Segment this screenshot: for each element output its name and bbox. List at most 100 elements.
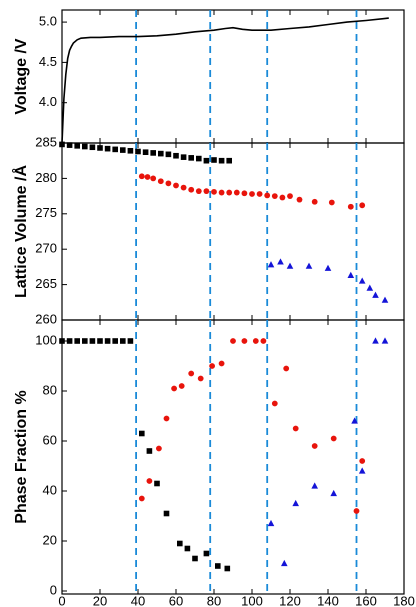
data-point [271,193,278,200]
data-point [330,489,337,497]
y-tick-label: 260 [35,311,57,326]
x-tick-label: 160 [355,593,377,607]
data-point [286,262,294,269]
data-point [305,262,313,269]
x-tick-label: 80 [207,593,221,607]
data-point [97,145,103,151]
y-tick-label: 280 [35,170,57,185]
y-axis-title: Phase Fraction % [13,390,30,523]
data-point [311,443,318,449]
y-tick-label: 4.0 [39,94,57,109]
data-point [138,495,145,502]
data-point [188,155,194,161]
data-point [196,155,202,162]
data-point [127,338,134,344]
data-point [311,198,318,205]
data-point [59,141,65,148]
x-tick-label: 60 [169,593,183,607]
y-tick-label: 100 [35,332,57,347]
data-point [203,157,210,164]
x-tick-label: 120 [279,593,301,607]
data-point [135,148,141,155]
x-tick-label: 20 [93,593,107,607]
data-point [165,180,172,187]
y-tick-label: 265 [35,276,57,291]
data-point [287,193,293,200]
y-tick-label: 40 [43,482,57,497]
data-point [264,192,271,199]
data-point [324,264,332,271]
y-axis-title: Voltage /V [13,38,30,114]
y-tick-label: 285 [35,134,57,149]
data-point [281,559,288,567]
data-point [150,175,157,182]
x-tick-label: 40 [131,593,145,607]
x-tick-label: 180 [393,593,415,607]
data-point [381,296,389,303]
data-point [120,147,126,153]
data-line [61,17,389,144]
data-point [267,519,275,527]
data-point [277,258,284,265]
data-point [267,261,275,268]
data-point [279,194,286,201]
data-point [296,196,303,203]
data-point [353,508,360,514]
data-point [203,188,210,195]
data-point [283,365,290,372]
data-point [328,199,335,206]
data-point [211,157,217,163]
data-point [178,383,185,389]
data-point [188,370,195,377]
data-point [112,146,118,153]
data-point [127,147,134,154]
data-point [89,338,96,344]
data-point [163,510,170,517]
data-point [157,178,164,185]
data-point [188,186,195,193]
plot-frame [61,9,405,144]
data-point [158,150,164,157]
data-point [215,563,221,569]
data-point [311,482,318,489]
data-point [203,550,210,557]
y-tick-label: 5.0 [39,14,57,29]
y-tick-label: 270 [35,241,57,256]
data-point [347,271,355,278]
data-point [230,338,236,344]
x-tick-label: 140 [317,593,339,607]
data-point [330,435,337,442]
data-point [156,445,162,452]
data-point [184,545,191,552]
data-point [241,190,248,197]
data-point [165,151,172,158]
data-point [192,555,198,562]
data-point [154,480,160,487]
y-tick-label: 80 [43,382,57,397]
data-point [97,338,103,344]
data-point [241,338,248,344]
data-point [381,337,389,344]
data-point [218,360,225,367]
data-point [66,338,73,344]
data-point [74,143,80,149]
data-point [195,188,202,195]
data-point [252,338,259,344]
data-point [358,277,366,284]
data-point [271,400,278,407]
plot-frame [61,319,405,595]
data-point [233,189,240,196]
data-point [74,338,80,344]
data-point [82,338,88,344]
data-point [260,338,267,344]
data-point [59,338,65,344]
data-point [120,338,126,344]
data-point [163,415,170,422]
data-point [211,188,217,195]
x-tick-label: 100 [241,593,263,607]
data-point [180,154,187,160]
data-point [358,467,366,474]
data-point [359,458,366,464]
x-tick-label: 0 [58,593,65,607]
